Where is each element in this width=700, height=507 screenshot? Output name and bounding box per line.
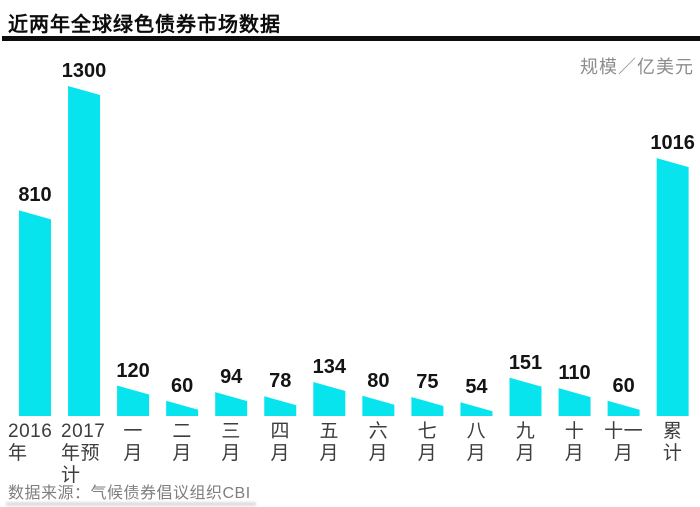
- bar-五月: [313, 381, 346, 416]
- x-axis-label-line: 一: [123, 421, 143, 442]
- x-axis-label-line: 月: [368, 443, 389, 464]
- x-axis-label-九月: 九月: [499, 421, 553, 465]
- x-axis-label-line: 月: [172, 443, 192, 464]
- x-axis-label-line: 八: [466, 421, 487, 442]
- bar-十一月: [607, 400, 640, 416]
- bar-value-label: 94: [220, 366, 243, 389]
- x-axis-label-七月: 七月: [400, 421, 454, 465]
- bar-九月: [509, 377, 542, 416]
- bar-value-label: 60: [612, 374, 635, 397]
- x-axis-label-line: 月: [613, 443, 634, 464]
- x-axis-label-line: 2016: [8, 421, 53, 442]
- bar-value-label: 134: [312, 355, 346, 378]
- x-axis-label-line: 年: [8, 443, 28, 464]
- bar-四月: [264, 396, 297, 416]
- x-axis-label-line: 月: [466, 443, 487, 464]
- bar-value-label: 78: [269, 370, 292, 393]
- bar-value-label: 151: [508, 351, 543, 374]
- bar-value-label: 60: [171, 374, 194, 397]
- x-axis-label-line: 十: [564, 421, 585, 442]
- x-axis-label-line: 九: [515, 421, 536, 442]
- bar-2016年: [19, 210, 51, 416]
- bar-一月: [117, 385, 150, 416]
- x-axis-label-line: 月: [515, 443, 536, 464]
- x-axis-label-三月: 三月: [204, 421, 258, 465]
- bar-八月: [460, 402, 493, 416]
- x-axis-label-line: 二: [172, 421, 192, 442]
- x-axis-label-line: 2017: [61, 421, 106, 442]
- x-axis-label-line: 六: [368, 421, 389, 442]
- x-axis-label-line: 计: [662, 443, 683, 464]
- bar-value-label: 810: [18, 184, 52, 207]
- bar-value-label: 1016: [650, 132, 695, 155]
- source-note: 数据来源：气候债券倡议组织CBI: [8, 485, 251, 502]
- bar-累计: [656, 158, 689, 417]
- x-axis-label-line: 累: [662, 421, 683, 442]
- unit-label: 规模／亿美元: [580, 57, 694, 77]
- x-axis-label-line: 月: [123, 443, 143, 464]
- bar-value-label: 110: [558, 362, 591, 385]
- bar-value-label: 120: [116, 359, 150, 382]
- x-axis-label-2016年: 2016 年: [8, 421, 66, 465]
- bar-value-label: 80: [367, 369, 390, 392]
- x-axis-label-二月: 二月: [155, 421, 209, 465]
- bar-value-label: 75: [416, 370, 439, 393]
- x-axis-label-line: 月: [417, 443, 438, 464]
- x-axis-label-十月: 十月: [548, 421, 602, 465]
- x-axis-label-五月: 五月: [302, 421, 356, 465]
- x-axis-label-八月: 八月: [449, 421, 503, 465]
- x-axis-label-一月: 一月: [106, 421, 160, 465]
- x-axis-label-四月: 四月: [253, 421, 307, 465]
- x-axis-label-六月: 六月: [351, 421, 405, 465]
- x-axis-label-累计: 累计: [646, 421, 700, 465]
- x-axis-label-line: 四: [270, 421, 290, 442]
- x-axis-label-line: 月: [270, 443, 290, 464]
- x-axis-label-line: 三: [221, 421, 241, 442]
- x-axis-label-2017年预计: 2017 年预计: [61, 421, 119, 487]
- bar-二月: [166, 400, 199, 416]
- bar-value-label: 54: [465, 376, 488, 399]
- x-axis-label-line: 十一: [604, 421, 644, 442]
- x-axis-label-line: 月: [221, 443, 241, 464]
- chart-title: 近两年全球绿色债券市场数据: [8, 14, 281, 36]
- x-axis-label-line: 七: [417, 421, 438, 442]
- bar-value-label: 1300: [61, 60, 107, 82]
- title-underline-rule: [2, 36, 700, 41]
- x-axis-label-line: 月: [319, 443, 340, 464]
- x-axis-label-line: 五: [319, 421, 340, 442]
- x-axis-label-十一月: 十一月: [597, 421, 651, 465]
- bar-六月: [362, 395, 395, 416]
- bar-三月: [215, 392, 248, 416]
- bar-七月: [411, 396, 444, 416]
- bar-十月: [558, 388, 591, 416]
- x-axis-label-line: 年预计: [61, 443, 101, 486]
- x-axis-label-line: 月: [564, 443, 585, 464]
- bar-2017年预计: [68, 86, 101, 416]
- cropped-next-line-artifact: [6, 502, 256, 506]
